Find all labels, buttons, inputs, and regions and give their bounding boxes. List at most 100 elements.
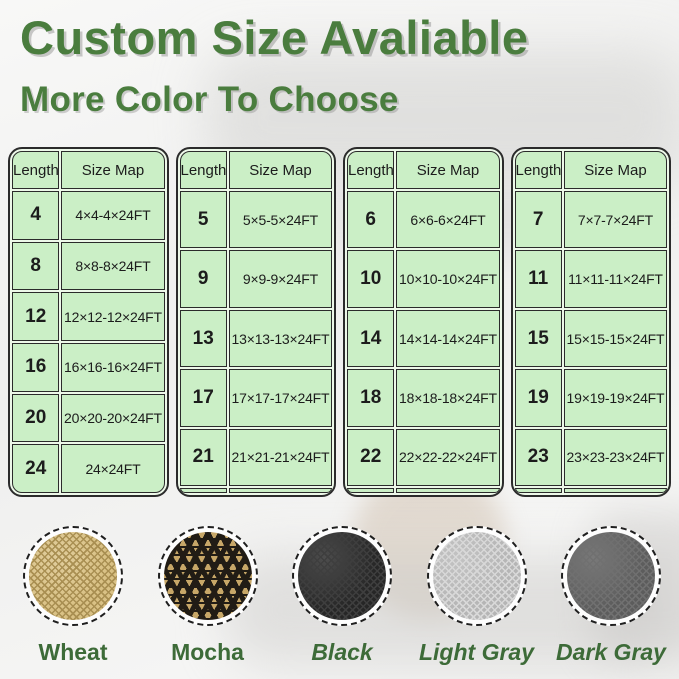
- fabric-swatch-black: [298, 532, 386, 620]
- table-row: 23 23×23-23×24FT: [514, 428, 667, 487]
- swatch-wheat: Wheat: [12, 526, 134, 666]
- size-map-cell: 17×17-17×24FT: [228, 369, 332, 427]
- table-row: 10 10×10-10×24FT: [347, 250, 500, 308]
- swatch-label-light-gray: Light Gray: [418, 639, 534, 665]
- length-cell: 11: [514, 250, 562, 308]
- swatch-light-gray: Light Gray: [416, 526, 538, 666]
- length-cell: 12: [12, 292, 60, 341]
- size-map-header: Size Map: [563, 151, 667, 189]
- length-cell: 6: [347, 191, 395, 249]
- fabric-swatch-ring: [157, 526, 258, 626]
- length-cell: [347, 488, 395, 493]
- table-row: 14 14×14-14×24FT: [347, 309, 500, 368]
- length-cell: 16: [12, 342, 60, 392]
- table-row: 4 4×4-4×24FT: [12, 191, 165, 240]
- swatch-mocha: Mocha: [147, 526, 269, 666]
- size-map-cell: 13×13-13×24FT: [228, 309, 332, 368]
- length-cell: 5: [179, 191, 227, 249]
- table-row: 7 7×7-7×24FT: [514, 191, 667, 249]
- size-map-header: Size Map: [228, 151, 332, 189]
- page-title: Custom Size Avaliable: [20, 11, 529, 64]
- fabric-swatch-ring: [23, 526, 123, 626]
- table-row: 8 8×8-8×24FT: [12, 241, 165, 291]
- table-row: 11 11×11-11×24FT: [514, 250, 667, 308]
- size-map-header: Size Map: [396, 151, 500, 189]
- swatch-label-mocha: Mocha: [171, 639, 244, 665]
- size-table-1: Length Size Map 4 4×4-4×24FT 8 8×8-8×24FT 12…: [8, 147, 169, 497]
- table-row: 22 22×22-22×24FT: [347, 428, 500, 487]
- size-map-cell: 16×16-16×24FT: [61, 342, 165, 392]
- size-map-cell: [396, 488, 500, 493]
- table-row: 13 13×13-13×24FT: [179, 309, 332, 368]
- length-cell: 18: [347, 369, 395, 427]
- table-header-row: Length Size Map: [179, 151, 332, 189]
- length-cell: 8: [12, 241, 60, 291]
- size-map-cell: 18×18-18×24FT: [396, 369, 500, 427]
- length-cell: 17: [179, 369, 227, 427]
- length-cell: 22: [347, 428, 395, 487]
- length-cell: [514, 488, 562, 493]
- length-cell: 20: [12, 393, 60, 443]
- table-header-row: Length Size Map: [347, 151, 500, 189]
- size-map-cell: 23×23-23×24FT: [563, 428, 667, 487]
- size-map-cell: 12×12-12×24FT: [61, 292, 165, 341]
- size-map-cell: 22×22-22×24FT: [396, 428, 500, 487]
- length-header: Length: [12, 151, 60, 189]
- table-row: 15 15×15-15×24FT: [514, 309, 667, 368]
- table-row: [514, 488, 667, 493]
- size-map-cell: [563, 488, 667, 493]
- table-row: 5 5×5-5×24FT: [179, 191, 332, 249]
- table-header-row: Length Size Map: [12, 151, 165, 189]
- length-cell: 21: [179, 428, 227, 487]
- length-cell: 19: [514, 369, 562, 427]
- table-row: [347, 488, 500, 493]
- size-map-header: Size Map: [61, 151, 165, 189]
- table-row: 19 19×19-19×24FT: [514, 369, 667, 427]
- table-row: 21 21×21-21×24FT: [179, 428, 332, 487]
- length-cell: 9: [179, 250, 227, 308]
- size-map-cell: 21×21-21×24FT: [228, 428, 332, 487]
- length-header: Length: [179, 151, 227, 189]
- fabric-swatch-ring: [292, 526, 392, 626]
- size-map-cell: 20×20-20×24FT: [61, 393, 165, 443]
- length-cell: 10: [347, 250, 395, 308]
- size-tables: Length Size Map 4 4×4-4×24FT 8 8×8-8×24FT 12…: [8, 147, 671, 497]
- page-subtitle: More Color To Choose: [20, 80, 399, 119]
- swatch-label-wheat: Wheat: [38, 639, 108, 665]
- size-map-cell: 19×19-19×24FT: [563, 369, 667, 427]
- fabric-swatch-wheat: [29, 532, 117, 620]
- fabric-swatch-mocha: [163, 532, 252, 620]
- swatch-dark-gray: Dark Gray: [550, 526, 672, 666]
- length-cell: 4: [12, 191, 60, 240]
- fabric-swatch-ring: [426, 526, 527, 626]
- size-map-cell: 9×9-9×24FT: [228, 250, 332, 308]
- length-cell: 23: [514, 428, 562, 487]
- table-row: 16 16×16-16×24FT: [12, 342, 165, 392]
- fabric-swatch-light-gray: [432, 532, 521, 620]
- length-header: Length: [347, 151, 395, 189]
- size-map-cell: 10×10-10×24FT: [396, 250, 500, 308]
- length-cell: 7: [514, 191, 562, 249]
- table-row: 17 17×17-17×24FT: [179, 369, 332, 427]
- size-map-cell: 24×24FT: [61, 444, 165, 493]
- size-map-cell: [228, 488, 332, 493]
- color-swatches: Wheat Mocha Black Light Gray: [12, 526, 672, 666]
- length-header: Length: [514, 151, 562, 189]
- swatch-label-black: Black: [311, 639, 373, 665]
- size-map-cell: 6×6-6×24FT: [396, 191, 500, 249]
- table-header-row: Length Size Map: [514, 151, 667, 189]
- table-row: 12 12×12-12×24FT: [12, 292, 165, 341]
- length-cell: [179, 488, 227, 493]
- table-row: 18 18×18-18×24FT: [347, 369, 500, 427]
- size-table-3: Length Size Map 6 6×6-6×24FT 10 10×10-10×24…: [343, 147, 504, 497]
- table-row: 20 20×20-20×24FT: [12, 393, 165, 443]
- fabric-swatch-ring: [561, 526, 661, 626]
- size-table-2: Length Size Map 5 5×5-5×24FT 9 9×9-9×24FT 13…: [175, 147, 336, 497]
- table-row: 24 24×24FT: [12, 444, 165, 493]
- length-cell: 15: [514, 309, 562, 368]
- fabric-swatch-dark-gray: [567, 532, 655, 620]
- length-cell: 24: [12, 444, 60, 493]
- size-map-cell: 4×4-4×24FT: [61, 191, 165, 240]
- swatch-black: Black: [281, 526, 403, 666]
- size-map-cell: 15×15-15×24FT: [563, 309, 667, 368]
